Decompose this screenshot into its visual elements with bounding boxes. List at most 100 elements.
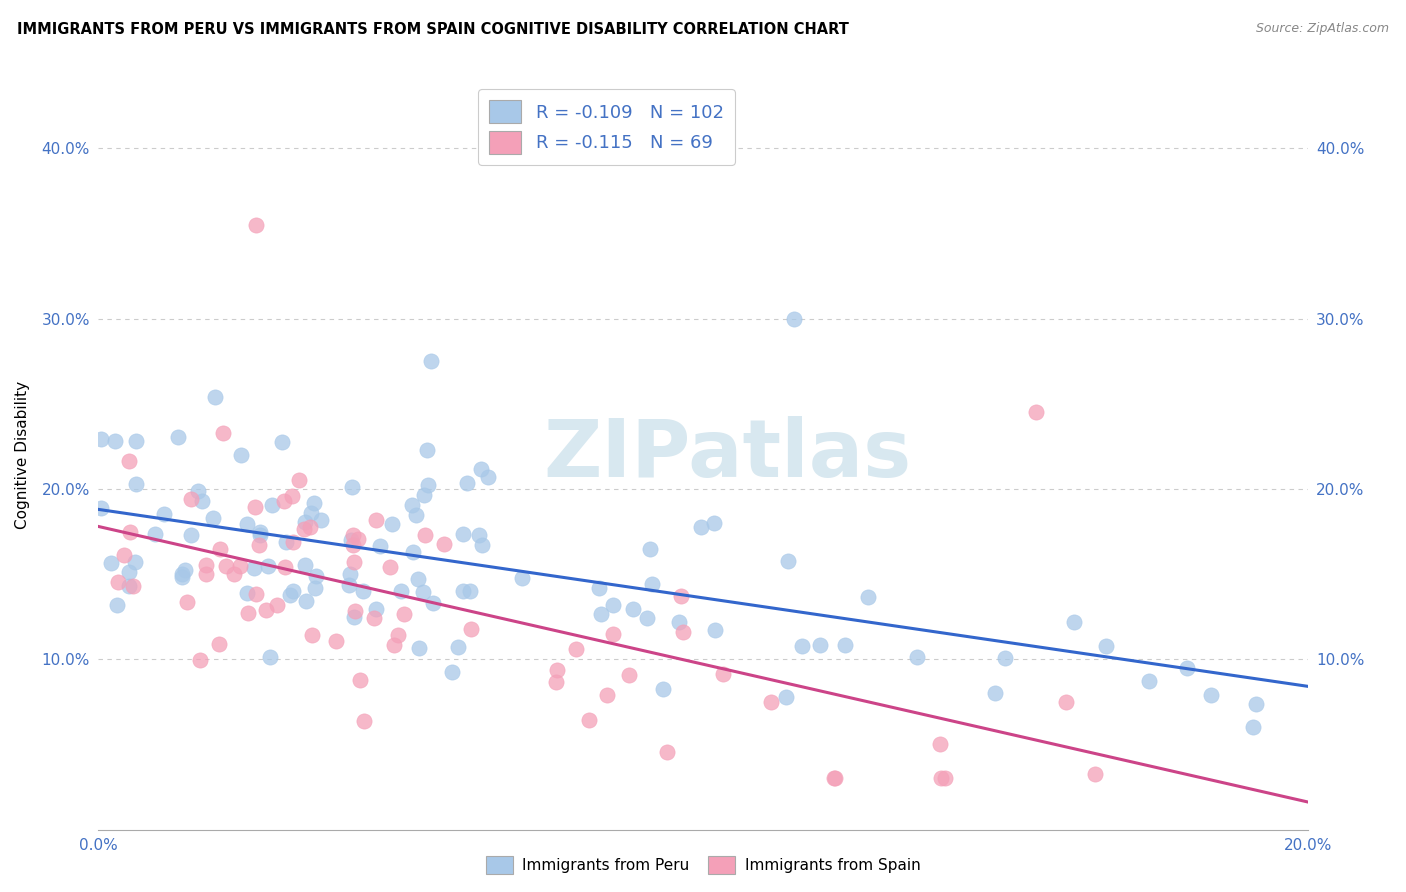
Point <box>153 507 176 521</box>
Point <box>274 559 297 574</box>
Point <box>602 598 624 612</box>
Point <box>343 555 366 569</box>
Point <box>344 604 367 618</box>
Point <box>339 533 361 548</box>
Point <box>636 611 658 625</box>
Point <box>188 653 211 667</box>
Point <box>118 566 141 580</box>
Point <box>364 513 387 527</box>
Point <box>389 583 412 598</box>
Point <box>122 579 145 593</box>
Point <box>458 583 481 598</box>
Point <box>1137 674 1160 689</box>
Point <box>406 573 429 587</box>
Point <box>180 491 202 506</box>
Point <box>602 627 624 641</box>
Point <box>260 498 283 512</box>
Point <box>204 390 226 404</box>
Point <box>775 690 797 704</box>
Point <box>174 563 197 577</box>
Point <box>105 599 128 613</box>
Point <box>934 772 956 786</box>
Text: Source: ZipAtlas.com: Source: ZipAtlas.com <box>1256 22 1389 36</box>
Point <box>381 517 404 532</box>
Point <box>273 493 295 508</box>
Point <box>823 772 845 786</box>
Point <box>929 737 952 751</box>
Point <box>640 577 662 591</box>
Point <box>672 624 695 639</box>
Point <box>1095 639 1118 653</box>
Point <box>1024 405 1046 419</box>
Point <box>1175 661 1198 675</box>
Point <box>238 606 260 620</box>
Point <box>412 584 434 599</box>
Point <box>689 520 711 534</box>
Text: IMMIGRANTS FROM PERU VS IMMIGRANTS FROM SPAIN COGNITIVE DISABILITY CORRELATION C: IMMIGRANTS FROM PERU VS IMMIGRANTS FROM … <box>17 22 849 37</box>
Point <box>283 535 305 549</box>
Point <box>420 354 443 368</box>
Point <box>401 498 423 512</box>
Point <box>457 476 479 491</box>
Point <box>266 598 288 612</box>
Point <box>984 686 1007 700</box>
Point <box>790 639 813 653</box>
Point <box>668 615 690 630</box>
Point <box>565 642 588 657</box>
Point <box>669 589 692 603</box>
Point <box>292 523 315 537</box>
Point <box>783 311 806 326</box>
Point <box>402 544 425 558</box>
Point <box>249 525 271 540</box>
Point <box>235 517 257 532</box>
Point <box>405 508 427 522</box>
Point <box>510 571 533 585</box>
Point <box>118 578 141 592</box>
Point <box>412 487 434 501</box>
Point <box>342 610 364 624</box>
Point <box>413 528 436 542</box>
Point <box>212 426 235 441</box>
Point <box>118 454 141 468</box>
Point <box>378 560 401 574</box>
Point <box>247 538 270 552</box>
Point <box>544 675 567 690</box>
Point <box>337 577 360 591</box>
Point <box>325 634 347 648</box>
Point <box>208 637 231 651</box>
Point <box>90 500 112 515</box>
Point <box>288 473 311 487</box>
Point <box>422 596 444 610</box>
Point <box>235 586 257 600</box>
Point <box>1054 695 1077 709</box>
Point <box>191 494 214 508</box>
Point <box>278 588 301 602</box>
Point <box>363 611 385 625</box>
Point <box>124 555 146 569</box>
Point <box>304 495 326 509</box>
Point <box>578 713 600 727</box>
Point <box>176 595 198 609</box>
Point <box>776 554 799 568</box>
Point <box>588 581 610 595</box>
Text: ZIPatlas: ZIPatlas <box>543 416 911 494</box>
Point <box>195 567 218 582</box>
Point <box>259 650 281 665</box>
Point <box>808 638 831 652</box>
Point <box>167 430 190 444</box>
Point <box>112 548 135 562</box>
Point <box>477 469 499 483</box>
Point <box>416 478 439 492</box>
Legend: Immigrants from Peru, Immigrants from Spain: Immigrants from Peru, Immigrants from Sp… <box>479 850 927 880</box>
Point <box>387 627 409 641</box>
Point <box>433 537 456 551</box>
Point <box>342 528 364 542</box>
Point <box>623 602 645 616</box>
Point <box>281 489 304 503</box>
Point <box>1199 688 1222 702</box>
Point <box>352 584 374 599</box>
Point <box>1084 767 1107 781</box>
Point <box>222 566 245 581</box>
Point <box>640 541 662 556</box>
Point <box>711 666 734 681</box>
